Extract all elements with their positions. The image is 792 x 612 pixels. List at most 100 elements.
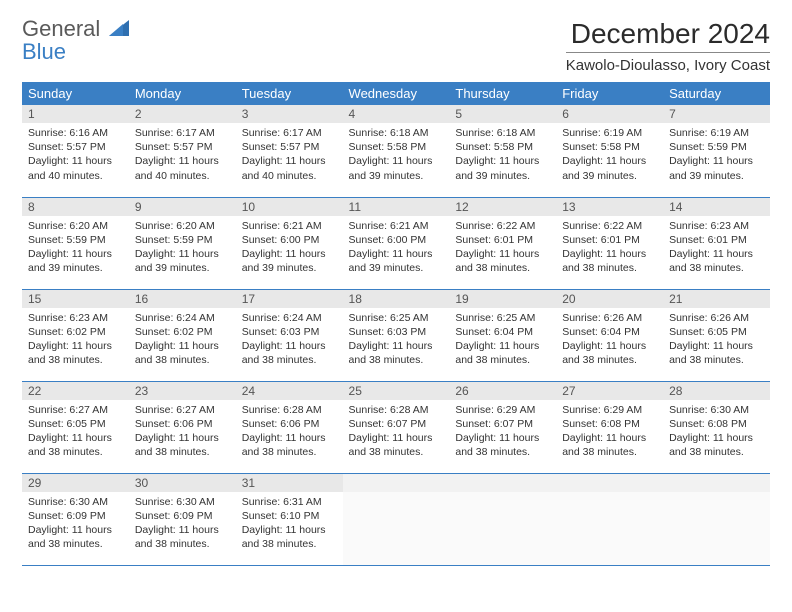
daylight-text: Daylight: 11 hours and 39 minutes. bbox=[562, 154, 657, 182]
sunrise-text: Sunrise: 6:28 AM bbox=[242, 403, 337, 417]
day-number: 19 bbox=[449, 290, 556, 308]
day-number: 6 bbox=[556, 105, 663, 123]
sunrise-text: Sunrise: 6:18 AM bbox=[349, 126, 444, 140]
calendar-cell: 18Sunrise: 6:25 AMSunset: 6:03 PMDayligh… bbox=[343, 289, 450, 381]
sunrise-text: Sunrise: 6:20 AM bbox=[28, 219, 123, 233]
calendar-cell: 6 Sunrise: 6:19 AMSunset: 5:58 PMDaylight… bbox=[556, 105, 663, 197]
sunrise-text: Sunrise: 6:25 AM bbox=[349, 311, 444, 325]
day-details: Sunrise: 6:27 AMSunset: 6:06 PMDaylight:… bbox=[129, 400, 236, 464]
day-details: Sunrise: 6:24 AMSunset: 6:02 PMDaylight:… bbox=[129, 308, 236, 372]
day-number: 13 bbox=[556, 198, 663, 216]
day-details: Sunrise: 6:16 AMSunset: 5:57 PMDaylight:… bbox=[22, 123, 129, 187]
sunrise-text: Sunrise: 6:30 AM bbox=[135, 495, 230, 509]
day-details: Sunrise: 6:25 AMSunset: 6:03 PMDaylight:… bbox=[343, 308, 450, 372]
sunrise-text: Sunrise: 6:26 AM bbox=[562, 311, 657, 325]
daylight-text: Daylight: 11 hours and 40 minutes. bbox=[135, 154, 230, 182]
daylight-text: Daylight: 11 hours and 38 minutes. bbox=[28, 339, 123, 367]
sunrise-text: Sunrise: 6:26 AM bbox=[669, 311, 764, 325]
calendar-row: 1Sunrise: 6:16 AMSunset: 5:57 PMDaylight… bbox=[22, 105, 770, 197]
sunrise-text: Sunrise: 6:17 AM bbox=[242, 126, 337, 140]
sunset-text: Sunset: 5:58 PM bbox=[562, 140, 657, 154]
day-number: 3 bbox=[236, 105, 343, 123]
daylight-text: Daylight: 11 hours and 38 minutes. bbox=[242, 523, 337, 551]
sunset-text: Sunset: 6:02 PM bbox=[28, 325, 123, 339]
sunset-text: Sunset: 6:08 PM bbox=[669, 417, 764, 431]
logo: General Blue bbox=[22, 18, 129, 64]
logo-word-2: Blue bbox=[22, 39, 66, 64]
calendar-cell: 29Sunrise: 6:30 AMSunset: 6:09 PMDayligh… bbox=[22, 473, 129, 565]
sunrise-text: Sunrise: 6:19 AM bbox=[562, 126, 657, 140]
calendar-cell bbox=[663, 473, 770, 565]
weekday-header: Sunday bbox=[22, 82, 129, 105]
weekday-header: Thursday bbox=[449, 82, 556, 105]
sunrise-text: Sunrise: 6:29 AM bbox=[562, 403, 657, 417]
day-number: 30 bbox=[129, 474, 236, 492]
day-number: 16 bbox=[129, 290, 236, 308]
day-details: Sunrise: 6:18 AMSunset: 5:58 PMDaylight:… bbox=[449, 123, 556, 187]
calendar-row: 15Sunrise: 6:23 AMSunset: 6:02 PMDayligh… bbox=[22, 289, 770, 381]
day-number: 23 bbox=[129, 382, 236, 400]
day-number: 20 bbox=[556, 290, 663, 308]
sunset-text: Sunset: 5:59 PM bbox=[669, 140, 764, 154]
day-details: Sunrise: 6:17 AMSunset: 5:57 PMDaylight:… bbox=[236, 123, 343, 187]
sunset-text: Sunset: 6:01 PM bbox=[562, 233, 657, 247]
sunrise-text: Sunrise: 6:24 AM bbox=[242, 311, 337, 325]
daylight-text: Daylight: 11 hours and 39 minutes. bbox=[455, 154, 550, 182]
day-details: Sunrise: 6:18 AMSunset: 5:58 PMDaylight:… bbox=[343, 123, 450, 187]
daylight-text: Daylight: 11 hours and 38 minutes. bbox=[349, 431, 444, 459]
daylight-text: Daylight: 11 hours and 38 minutes. bbox=[28, 431, 123, 459]
calendar-cell: 10Sunrise: 6:21 AMSunset: 6:00 PMDayligh… bbox=[236, 197, 343, 289]
day-number-empty bbox=[343, 474, 450, 492]
sunset-text: Sunset: 6:04 PM bbox=[562, 325, 657, 339]
day-number: 8 bbox=[22, 198, 129, 216]
calendar-cell: 8Sunrise: 6:20 AMSunset: 5:59 PMDaylight… bbox=[22, 197, 129, 289]
daylight-text: Daylight: 11 hours and 39 minutes. bbox=[349, 247, 444, 275]
sunrise-text: Sunrise: 6:30 AM bbox=[669, 403, 764, 417]
calendar-cell: 13Sunrise: 6:22 AMSunset: 6:01 PMDayligh… bbox=[556, 197, 663, 289]
sunset-text: Sunset: 6:06 PM bbox=[242, 417, 337, 431]
calendar-row: 8Sunrise: 6:20 AMSunset: 5:59 PMDaylight… bbox=[22, 197, 770, 289]
day-number: 1 bbox=[22, 105, 129, 123]
day-details: Sunrise: 6:30 AMSunset: 6:09 PMDaylight:… bbox=[22, 492, 129, 556]
calendar-table: Sunday Monday Tuesday Wednesday Thursday… bbox=[22, 82, 770, 566]
day-number: 5 bbox=[449, 105, 556, 123]
day-details: Sunrise: 6:19 AMSunset: 5:59 PMDaylight:… bbox=[663, 123, 770, 187]
calendar-cell: 31Sunrise: 6:31 AMSunset: 6:10 PMDayligh… bbox=[236, 473, 343, 565]
day-number: 18 bbox=[343, 290, 450, 308]
day-details: Sunrise: 6:22 AMSunset: 6:01 PMDaylight:… bbox=[556, 216, 663, 280]
sunset-text: Sunset: 6:02 PM bbox=[135, 325, 230, 339]
day-details: Sunrise: 6:27 AMSunset: 6:05 PMDaylight:… bbox=[22, 400, 129, 464]
day-number: 29 bbox=[22, 474, 129, 492]
weekday-header: Monday bbox=[129, 82, 236, 105]
sunset-text: Sunset: 6:05 PM bbox=[669, 325, 764, 339]
day-number: 22 bbox=[22, 382, 129, 400]
calendar-cell bbox=[556, 473, 663, 565]
day-number: 17 bbox=[236, 290, 343, 308]
day-details: Sunrise: 6:26 AMSunset: 6:05 PMDaylight:… bbox=[663, 308, 770, 372]
daylight-text: Daylight: 11 hours and 38 minutes. bbox=[669, 339, 764, 367]
calendar-cell: 17Sunrise: 6:24 AMSunset: 6:03 PMDayligh… bbox=[236, 289, 343, 381]
daylight-text: Daylight: 11 hours and 38 minutes. bbox=[242, 339, 337, 367]
daylight-text: Daylight: 11 hours and 38 minutes. bbox=[669, 431, 764, 459]
daylight-text: Daylight: 11 hours and 38 minutes. bbox=[28, 523, 123, 551]
day-number: 26 bbox=[449, 382, 556, 400]
weekday-header: Tuesday bbox=[236, 82, 343, 105]
daylight-text: Daylight: 11 hours and 38 minutes. bbox=[349, 339, 444, 367]
day-details: Sunrise: 6:22 AMSunset: 6:01 PMDaylight:… bbox=[449, 216, 556, 280]
sunrise-text: Sunrise: 6:25 AM bbox=[455, 311, 550, 325]
calendar-cell: 1Sunrise: 6:16 AMSunset: 5:57 PMDaylight… bbox=[22, 105, 129, 197]
daylight-text: Daylight: 11 hours and 38 minutes. bbox=[562, 247, 657, 275]
calendar-cell: 30Sunrise: 6:30 AMSunset: 6:09 PMDayligh… bbox=[129, 473, 236, 565]
calendar-cell: 15Sunrise: 6:23 AMSunset: 6:02 PMDayligh… bbox=[22, 289, 129, 381]
sunset-text: Sunset: 6:05 PM bbox=[28, 417, 123, 431]
sunset-text: Sunset: 5:59 PM bbox=[135, 233, 230, 247]
sunset-text: Sunset: 6:07 PM bbox=[455, 417, 550, 431]
day-details: Sunrise: 6:29 AMSunset: 6:08 PMDaylight:… bbox=[556, 400, 663, 464]
calendar-cell: 14Sunrise: 6:23 AMSunset: 6:01 PMDayligh… bbox=[663, 197, 770, 289]
daylight-text: Daylight: 11 hours and 39 minutes. bbox=[349, 154, 444, 182]
day-details: Sunrise: 6:20 AMSunset: 5:59 PMDaylight:… bbox=[129, 216, 236, 280]
day-details: Sunrise: 6:28 AMSunset: 6:07 PMDaylight:… bbox=[343, 400, 450, 464]
location-label: Kawolo-Dioulasso, Ivory Coast bbox=[566, 57, 770, 74]
day-number: 12 bbox=[449, 198, 556, 216]
sunset-text: Sunset: 6:03 PM bbox=[349, 325, 444, 339]
